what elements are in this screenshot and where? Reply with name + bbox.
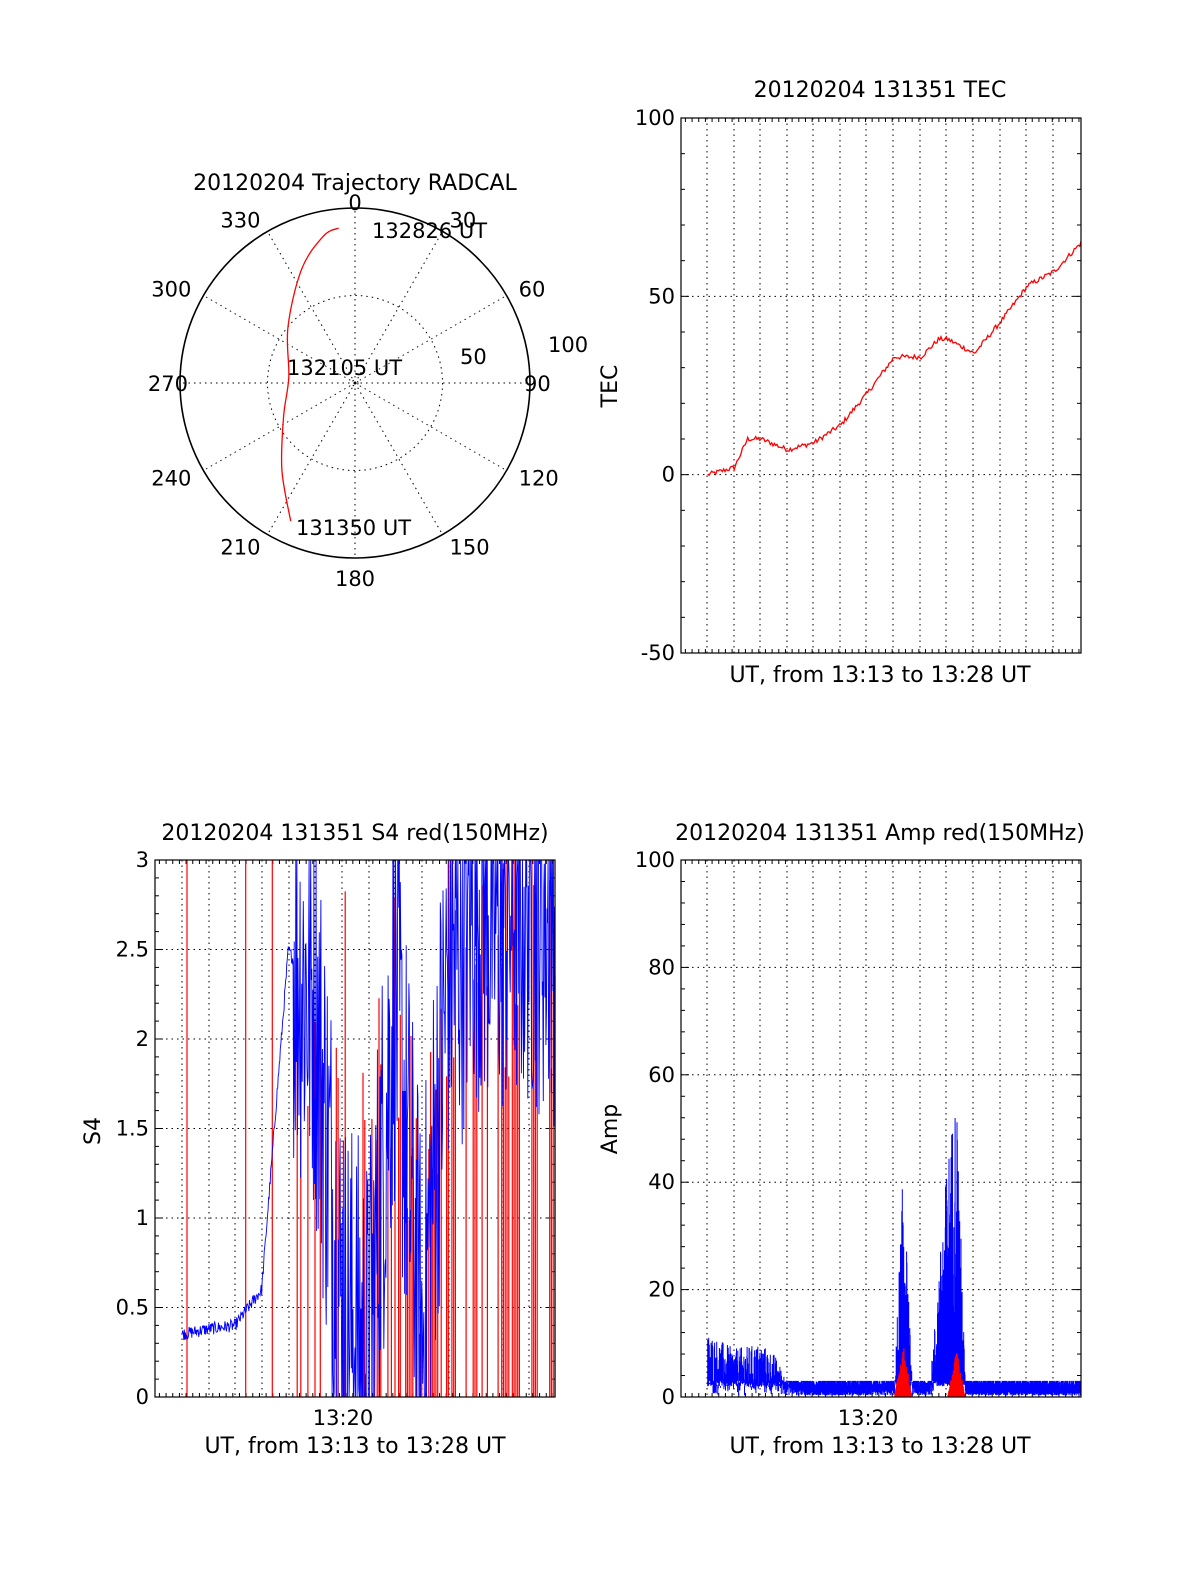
tec-y-ticks: -50 0 50 100 [635, 106, 1081, 665]
polar-angle-label: 150 [450, 536, 490, 560]
s4-y-tick-label: 0 [136, 1385, 149, 1409]
polar-angle-label: 330 [220, 208, 260, 232]
tec-y-tick-label: 50 [648, 284, 675, 308]
s4-y-tick-label: 1.5 [116, 1117, 149, 1141]
tec-y-axis-label: TEC [598, 365, 623, 409]
polar-angle-label: 240 [151, 467, 191, 491]
tec-y-tick-label: 0 [662, 463, 675, 487]
amp-y-tick-label: 0 [662, 1385, 675, 1409]
amp-y-tick-label: 100 [635, 848, 675, 872]
tec-grid [681, 118, 1081, 653]
polar-angle-label: 120 [519, 467, 559, 491]
polar-angle-label: 0 [348, 191, 361, 215]
polar-mid-ring [267, 295, 443, 471]
amp-title: 20120204 131351 Amp red(150MHz) [675, 821, 1085, 846]
amp-y-ticks: 0 20 40 60 80 100 [635, 848, 1081, 1409]
amp-frame [680, 859, 1082, 1398]
polar-angle-label: 60 [519, 278, 546, 302]
amp-y-axis-label: Amp [598, 1104, 623, 1154]
polar-angle-label: 30 [450, 208, 477, 232]
amp-red-series [894, 1348, 966, 1397]
amp-x-tick-label: 13:20 [838, 1406, 899, 1430]
amp-blue-series [707, 1118, 1082, 1396]
polar-radial-label-50: 50 [460, 345, 487, 369]
s4-y-tick-label: 2 [136, 1027, 149, 1051]
polar-angle-label: 90 [524, 372, 551, 396]
amp-panel: 20120204 131351 Amp red(150MHz) 0 20 40 60 8… [598, 821, 1085, 1459]
polar-angle-label: 270 [148, 372, 188, 396]
polar-angle-label: 300 [151, 278, 191, 302]
tec-x-minor-ticks [684, 118, 1080, 653]
polar-angle-label: 180 [335, 567, 375, 591]
tec-frame [680, 117, 1082, 654]
amp-y-tick-label: 60 [648, 1063, 675, 1087]
polar-trajectory-line [280, 227, 339, 522]
tec-y-tick-label: -50 [641, 641, 675, 665]
polar-angle-labels: 0 30 60 90 120 150 180 210 240 270 300 330 [148, 191, 559, 591]
polar-trajectory-panel: 20120204 Trajectory RADCAL 0 30 60 90 120 150… [148, 171, 588, 591]
tec-panel: 20120204 131351 TEC -50 0 50 100 UT, from 1… [598, 78, 1082, 688]
trajectory-mid-label: 132105 UT [287, 356, 402, 380]
s4-frame [154, 859, 556, 1398]
polar-title: 20120204 Trajectory RADCAL [193, 171, 517, 196]
amp-y-tick-label: 40 [648, 1170, 675, 1194]
tec-series-line [707, 241, 1082, 477]
s4-x-axis-label: UT, from 13:13 to 13:28 UT [204, 1434, 506, 1459]
polar-radial-label-100: 100 [548, 333, 588, 357]
amp-y-tick-label: 20 [648, 1278, 675, 1302]
tec-y-tick-label: 100 [635, 106, 675, 130]
tec-x-axis-label: UT, from 13:13 to 13:28 UT [729, 663, 1031, 688]
polar-angle-label: 210 [220, 536, 260, 560]
amp-x-axis-label: UT, from 13:13 to 13:28 UT [729, 1434, 1031, 1459]
s4-title: 20120204 131351 S4 red(150MHz) [161, 821, 548, 846]
s4-panel: 20120204 131351 S4 red(150MHz) 0 0.5 1 1.5 2… [81, 821, 556, 1459]
s4-y-tick-label: 2.5 [116, 938, 149, 962]
s4-y-axis-label: S4 [81, 1117, 106, 1145]
tec-title: 20120204 131351 TEC [754, 78, 1007, 103]
amp-data [707, 1118, 1082, 1397]
polar-center [351, 379, 359, 387]
s4-red-series [186, 860, 556, 1397]
amp-y-tick-label: 80 [648, 955, 675, 979]
s4-x-tick-label: 13:20 [313, 1406, 374, 1430]
s4-y-tick-label: 1 [136, 1206, 149, 1230]
trajectory-end-label: 132826 UT [372, 219, 487, 243]
polar-outer-ring [179, 207, 531, 559]
amp-grid [681, 860, 1081, 1397]
trajectory-start-label: 131350 UT [296, 516, 411, 540]
s4-y-tick-label: 3 [136, 848, 149, 872]
s4-y-tick-label: 0.5 [116, 1296, 149, 1320]
